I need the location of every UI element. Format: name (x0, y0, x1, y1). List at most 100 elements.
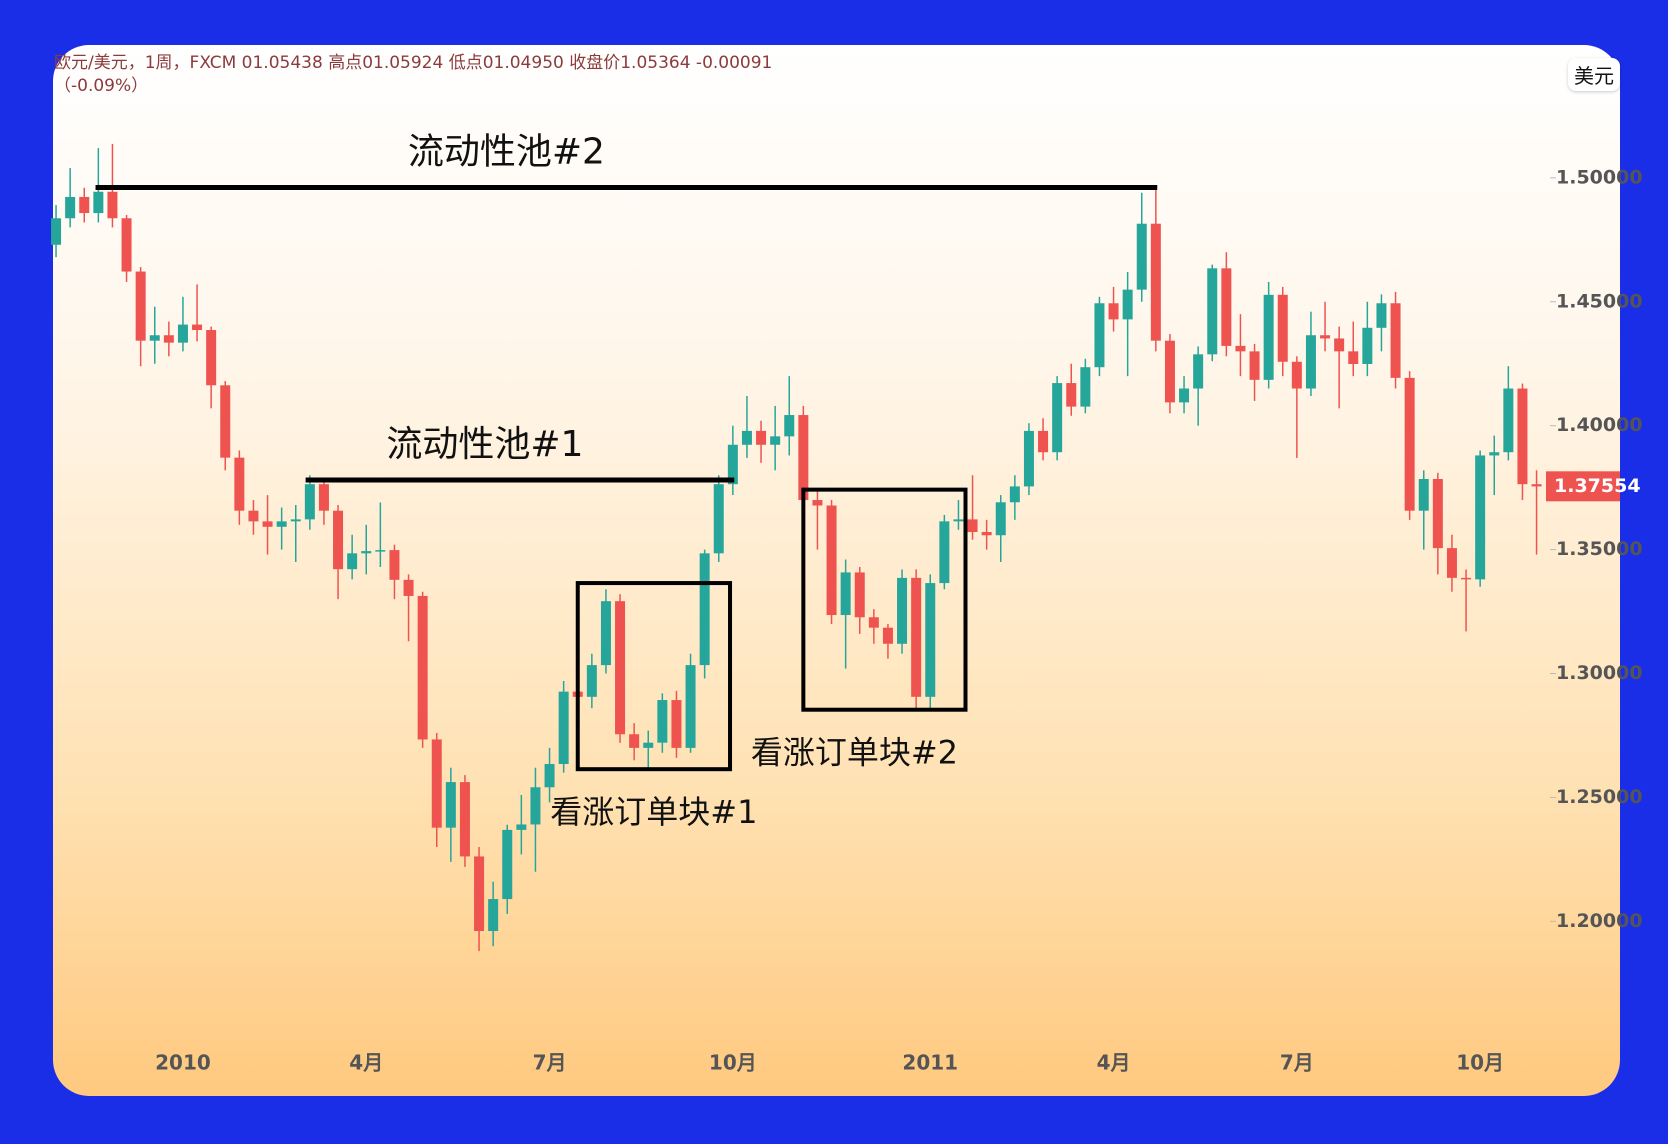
candle (375, 502, 386, 567)
candle (1404, 371, 1415, 520)
candle-body (361, 551, 372, 554)
candle (1221, 252, 1232, 357)
candle-body (333, 510, 344, 570)
candle-body (925, 583, 936, 697)
y-tick-label: 1.45000 (1556, 290, 1643, 312)
candle-body (1404, 377, 1415, 511)
candle-body (1517, 388, 1528, 485)
candle-body (502, 829, 513, 900)
candle-body (911, 577, 922, 697)
candle (502, 824, 513, 914)
candle-body (79, 196, 90, 214)
candle (403, 574, 414, 642)
candle-body (798, 415, 809, 501)
x-tick-label: 4月 (1097, 1051, 1131, 1075)
candle (1531, 470, 1542, 555)
candle-body (51, 218, 62, 245)
candle-body (784, 415, 795, 437)
y-tick-label: 1.35000 (1556, 538, 1643, 560)
candle-body (65, 196, 76, 219)
annotation-label: 流动性池#2 (408, 132, 605, 173)
candle-body (826, 505, 837, 616)
candle (445, 767, 456, 862)
candle (671, 690, 682, 758)
y-tick-label: 1.20000 (1556, 910, 1643, 932)
candle-body (459, 782, 470, 857)
candle-body (1305, 335, 1316, 389)
candle-body (1334, 338, 1345, 352)
candle-body (1277, 294, 1288, 362)
candle-body (812, 500, 823, 506)
x-tick-label: 7月 (533, 1051, 567, 1075)
last-price-box (1546, 471, 1620, 502)
candle-body (1122, 289, 1133, 320)
candle (629, 723, 640, 761)
candle (347, 534, 358, 580)
candle (967, 475, 978, 540)
candle-body (995, 502, 1006, 536)
candle-body (1179, 388, 1190, 403)
candle-body (544, 763, 555, 788)
candle (897, 569, 908, 654)
candle (911, 569, 922, 709)
candle (290, 505, 301, 563)
candle-body (516, 824, 527, 830)
candle-body (163, 335, 174, 343)
candle (826, 500, 837, 624)
candle (135, 267, 146, 367)
candle-body (1038, 430, 1049, 453)
candle (770, 405, 781, 471)
candle (882, 623, 893, 659)
candle-body (1136, 223, 1147, 290)
candle-body (220, 385, 231, 458)
candle (488, 881, 499, 947)
candle-body (600, 601, 611, 666)
candle-body (93, 191, 104, 214)
candle-body (1052, 383, 1063, 453)
candle (234, 450, 245, 525)
candle (1249, 343, 1260, 401)
chart-header: 欧元/美元，1周，FXCM 01.05438 高点01.05924 低点01.0… (54, 53, 773, 96)
candle-body (1531, 484, 1542, 487)
y-tick-label: 1.40000 (1556, 414, 1643, 436)
order-block-box (801, 487, 968, 712)
candle (544, 747, 555, 803)
candle (981, 519, 992, 550)
candle-body (1432, 478, 1443, 549)
candle-body (276, 521, 287, 527)
candle-body (727, 444, 738, 485)
candle-body (488, 899, 499, 932)
candle-body (389, 550, 400, 580)
y-tick-label: 1.50000 (1556, 166, 1643, 188)
x-tick-label: 10月 (709, 1051, 757, 1075)
x-tick-label: 4月 (349, 1051, 383, 1075)
candle-body (967, 519, 978, 533)
candle-body (530, 787, 541, 825)
candle-body (1164, 340, 1175, 403)
x-tick-label: 2011 (902, 1051, 958, 1075)
candle (1489, 435, 1500, 496)
candle (1235, 314, 1246, 377)
candle (812, 490, 823, 550)
candle-body (1475, 455, 1486, 580)
candle (925, 574, 936, 709)
candle (1305, 311, 1316, 396)
candle (1179, 376, 1190, 414)
candle (474, 847, 485, 952)
candle (459, 775, 470, 867)
candle-body (445, 782, 456, 828)
currency-button[interactable]: 美元 (1568, 58, 1620, 91)
candle (1475, 450, 1486, 587)
candle-body (981, 532, 992, 536)
candle-body (1221, 268, 1232, 346)
candle-body (177, 324, 188, 343)
candle (1376, 294, 1387, 352)
candle-body (1193, 354, 1204, 389)
candle (1418, 470, 1429, 550)
candle-body (1320, 335, 1331, 339)
candle (1136, 192, 1147, 302)
candle-body (1418, 478, 1429, 511)
candle (1446, 534, 1457, 592)
candle (1277, 286, 1288, 377)
